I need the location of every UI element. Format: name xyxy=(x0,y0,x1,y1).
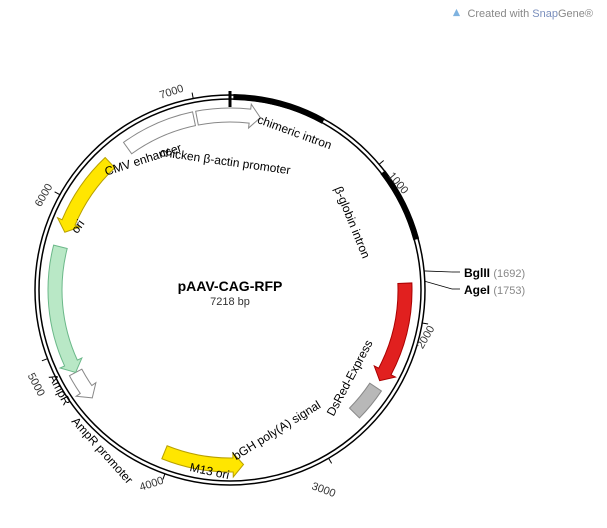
plasmid-name: pAAV-CAG-RFP xyxy=(130,278,330,294)
feature-ampr xyxy=(48,245,82,372)
enzyme-bglii: BglII (1692) xyxy=(464,266,525,280)
feature-chicken_bactin_prom xyxy=(196,104,261,128)
enzyme-agei: AgeI (1753) xyxy=(464,283,525,297)
plasmid-size: 7218 bp xyxy=(130,296,330,308)
plasmid-title-block: pAAV-CAG-RFP 7218 bp xyxy=(130,278,330,308)
feature-dsred_express xyxy=(374,283,412,381)
feature-ampr_promoter xyxy=(69,369,95,398)
